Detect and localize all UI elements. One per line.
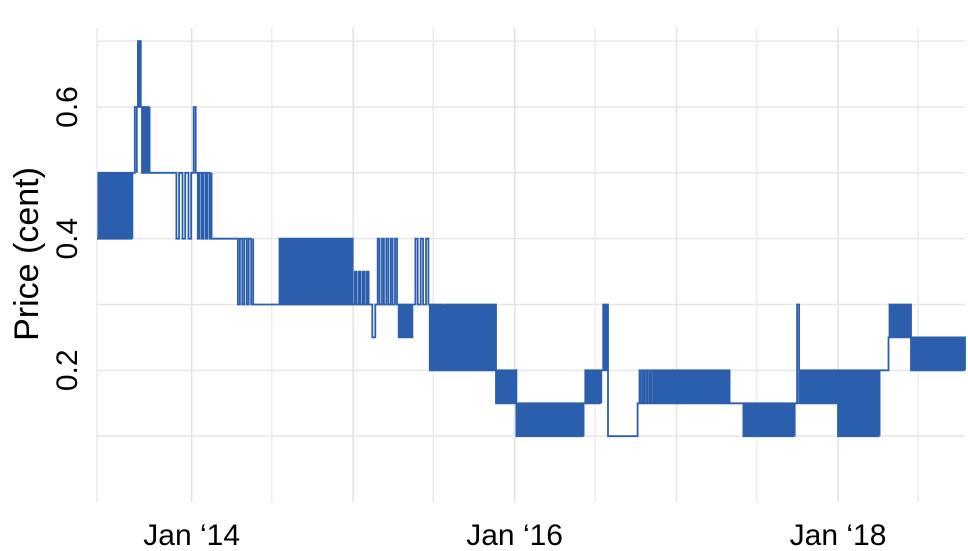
x-tick-label: Jan ‘16: [466, 519, 563, 551]
y-tick-label: 0.6: [51, 86, 84, 128]
x-tick-labels: Jan ‘14 Jan ‘16 Jan ‘18: [143, 519, 886, 551]
y-tick-label: 0.4: [51, 218, 84, 260]
x-tick-label: Jan ‘14: [143, 519, 240, 551]
y-axis-label: Price (cent): [8, 167, 46, 341]
y-tick-label: 0.2: [51, 349, 84, 391]
grid-lines: [96, 28, 965, 502]
x-tick-label: Jan ‘18: [790, 519, 887, 551]
price-line: [97, 40, 966, 438]
price-series: [97, 40, 966, 438]
y-tick-labels: 0.2 0.4 0.6: [51, 86, 84, 391]
